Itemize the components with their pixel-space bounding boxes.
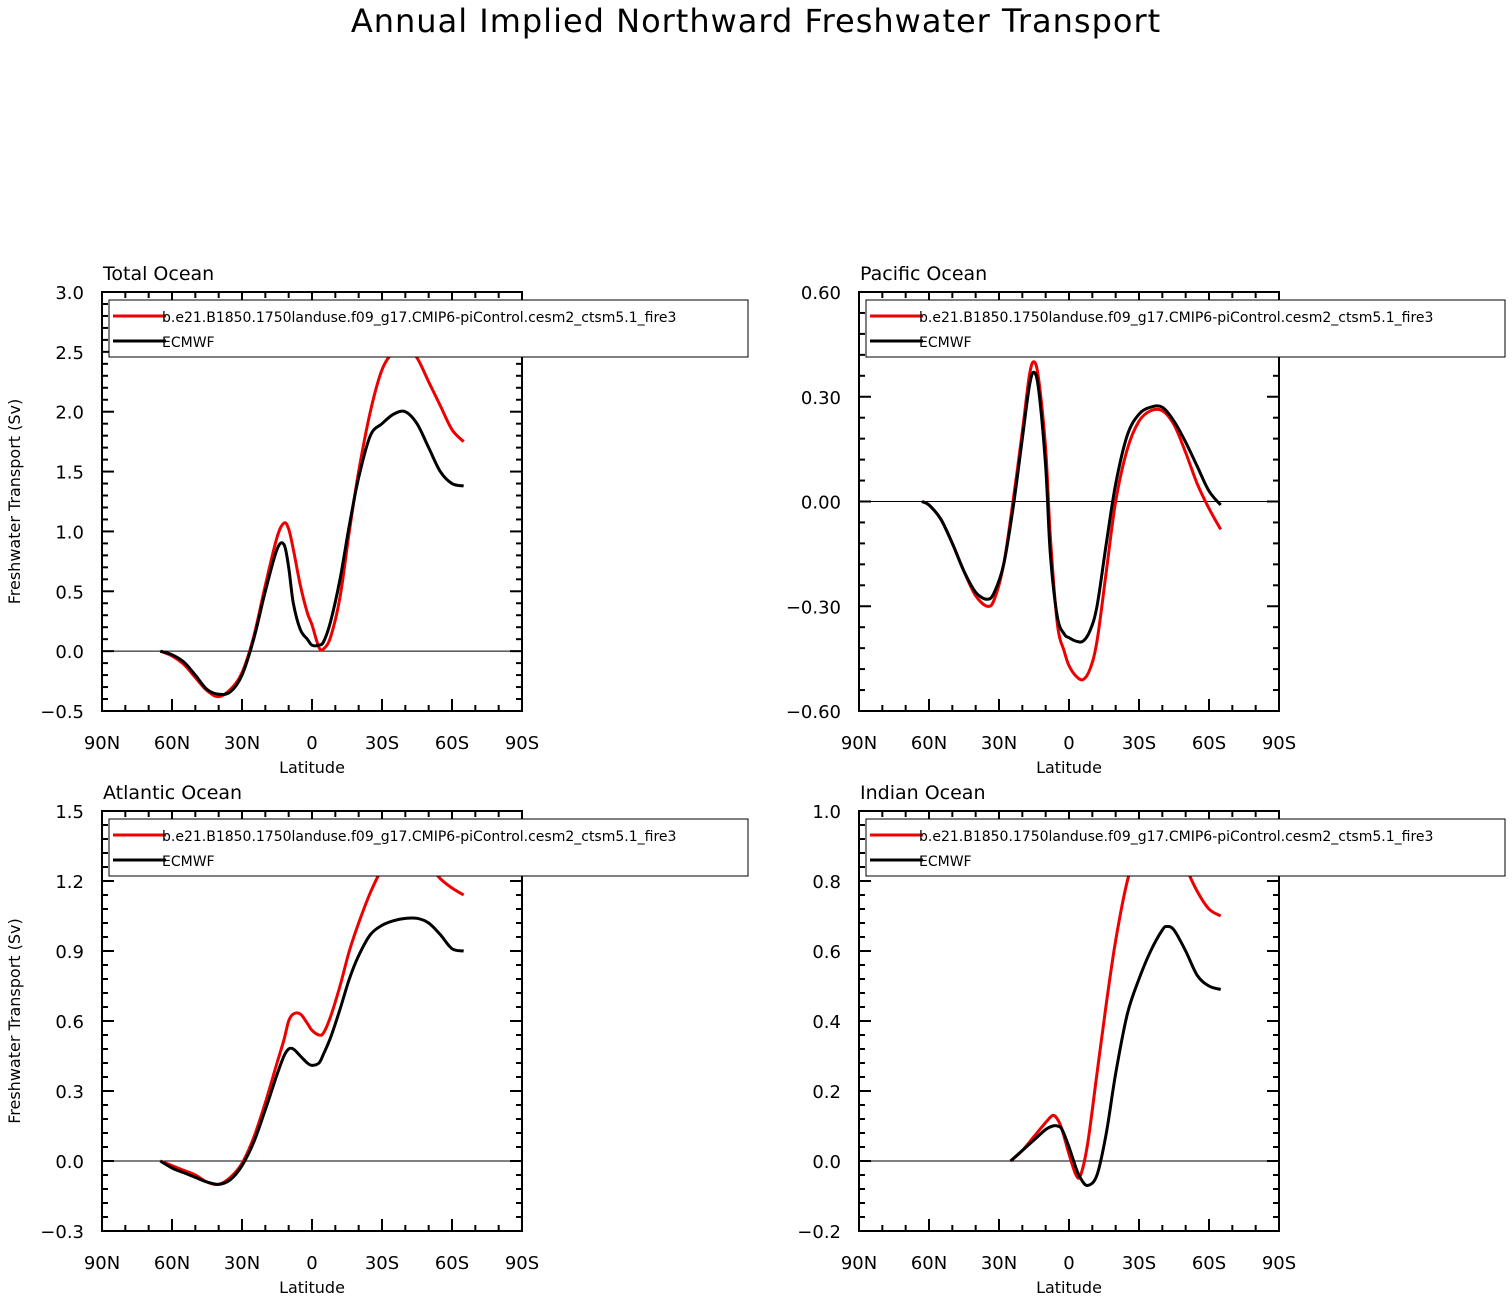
y-tick-label: 1.5 [55, 802, 84, 823]
x-tick-label: 60N [911, 733, 947, 754]
legend-entry: ECMWF [162, 335, 215, 351]
plot-frame [858, 810, 1280, 1232]
y-tick-label: 2.5 [55, 343, 84, 364]
x-axis-label: Latitude [279, 758, 345, 777]
x-tick-label: 30N [224, 733, 260, 754]
x-tick-label: 30S [1122, 733, 1156, 754]
x-tick-label: 0 [306, 1253, 317, 1274]
y-tick-label: 1.5 [55, 463, 84, 484]
figure-title: Annual Implied Northward Freshwater Tran… [351, 2, 1161, 40]
legend: b.e21.B1850.1750landuse.f09_g17.CMIP6-pi… [865, 299, 1506, 358]
x-tick-label: 0 [1063, 1253, 1074, 1274]
y-tick-label: 3.0 [55, 283, 84, 304]
legend: b.e21.B1850.1750landuse.f09_g17.CMIP6-pi… [865, 818, 1506, 877]
legend: b.e21.B1850.1750landuse.f09_g17.CMIP6-pi… [108, 818, 749, 877]
legend-entry: b.e21.B1850.1750landuse.f09_g17.CMIP6-pi… [162, 310, 676, 326]
x-axis-label: Latitude [279, 1278, 345, 1297]
x-tick-label: 90N [84, 733, 120, 754]
x-tick-label: 90S [505, 1253, 539, 1274]
x-tick-label: 90N [84, 1253, 120, 1274]
y-tick-label: 0.00 [801, 493, 841, 514]
x-tick-label: 90S [1262, 1253, 1296, 1274]
x-axis-label: Latitude [1036, 758, 1102, 777]
y-tick-label: −0.5 [40, 702, 84, 723]
legend-box [865, 299, 1506, 358]
x-tick-label: 30S [1122, 1253, 1156, 1274]
x-tick-label: 90N [841, 733, 877, 754]
legend: b.e21.B1850.1750landuse.f09_g17.CMIP6-pi… [108, 299, 749, 358]
y-tick-label: 0.0 [55, 642, 84, 663]
x-tick-label: 30N [224, 1253, 260, 1274]
y-tick-label: 0.6 [55, 1012, 84, 1033]
x-tick-label: 60S [435, 1253, 469, 1274]
plot-frame [101, 291, 523, 712]
x-axis-label: Latitude [1036, 1278, 1102, 1297]
chart-panel: Total Ocean 90N 60N 30N 0 30S 60S 90S −0.5 0.0 0.5… [5, 263, 749, 777]
y-tick-label: −0.2 [797, 1222, 841, 1243]
chart-panel: Pacific Ocean 90N 60N 30N 0 30S 60S 90S −0.60 −0.… [786, 263, 1506, 777]
y-tick-label: 0.8 [812, 872, 841, 893]
legend-entry: ECMWF [919, 854, 972, 870]
panel-title: Indian Ocean [860, 782, 986, 804]
x-tick-label: 90S [1262, 733, 1296, 754]
x-tick-label: 0 [306, 733, 317, 754]
panel-title: Atlantic Ocean [103, 782, 242, 804]
chart-panel: Indian Ocean 90N 60N 30N 0 30S 60S 90S −0.2 0.0 0.… [797, 782, 1506, 1297]
legend-entry: b.e21.B1850.1750landuse.f09_g17.CMIP6-pi… [162, 829, 676, 845]
x-tick-label: 90N [841, 1253, 877, 1274]
series-line-ecmwf [1009, 924, 1222, 1188]
plot-frame [101, 810, 523, 1232]
legend-box [108, 818, 749, 877]
series-line-ecmwf [159, 409, 464, 697]
x-tick-label: 60S [1192, 1253, 1226, 1274]
series-line-ecmwf [921, 370, 1222, 644]
y-tick-label: 1.0 [55, 522, 84, 543]
panel-title: Total Ocean [102, 263, 214, 285]
y-tick-label: 0.0 [55, 1152, 84, 1173]
x-tick-label: 60N [911, 1253, 947, 1274]
series-line-ecmwf [159, 916, 464, 1186]
y-tick-label: −0.30 [786, 597, 841, 618]
x-tick-label: 60S [1192, 733, 1226, 754]
plot-frame [858, 291, 1280, 712]
y-tick-label: 2.0 [55, 403, 84, 424]
y-tick-label: 0.6 [812, 942, 841, 963]
y-tick-label: 1.0 [812, 802, 841, 823]
legend-entry: b.e21.B1850.1750landuse.f09_g17.CMIP6-pi… [919, 829, 1433, 845]
y-tick-label: −0.60 [786, 702, 841, 723]
chart-panel: Atlantic Ocean 90N 60N 30N 0 30S 60S 90S −0.3 0.0… [5, 782, 749, 1297]
series-line-model [1009, 823, 1222, 1180]
x-tick-label: 0 [1063, 733, 1074, 754]
y-tick-label: −0.3 [40, 1222, 84, 1243]
legend-entry: ECMWF [162, 854, 215, 870]
x-tick-label: 30N [981, 1253, 1017, 1274]
x-tick-label: 30N [981, 733, 1017, 754]
y-tick-label: 0.60 [801, 283, 841, 304]
x-tick-label: 30S [365, 733, 399, 754]
panel-title: Pacific Ocean [860, 263, 987, 285]
y-axis-label: Freshwater Transport (Sv) [5, 918, 24, 1124]
x-tick-label: 60N [154, 733, 190, 754]
y-tick-label: 0.3 [55, 1082, 84, 1103]
y-tick-label: 0.0 [812, 1152, 841, 1173]
y-tick-label: 0.4 [812, 1012, 841, 1033]
x-tick-label: 60S [435, 733, 469, 754]
y-tick-label: 0.9 [55, 942, 84, 963]
y-tick-label: 0.2 [812, 1082, 841, 1103]
x-tick-label: 30S [365, 1253, 399, 1274]
legend-box [865, 818, 1506, 877]
x-tick-label: 90S [505, 733, 539, 754]
x-tick-label: 60N [154, 1253, 190, 1274]
y-tick-label: 0.5 [55, 582, 84, 603]
legend-box [108, 299, 749, 358]
legend-entry: b.e21.B1850.1750landuse.f09_g17.CMIP6-pi… [919, 310, 1433, 326]
legend-entry: ECMWF [919, 335, 972, 351]
y-tick-label: 0.30 [801, 388, 841, 409]
series-line-model [159, 848, 465, 1187]
y-tick-label: 1.2 [55, 872, 84, 893]
panels: Total Ocean 90N 60N 30N 0 30S 60S 90S −0.5 0.0 0.5… [5, 263, 1506, 1297]
series-line-model [921, 360, 1222, 682]
y-axis-label: Freshwater Transport (Sv) [5, 399, 24, 605]
